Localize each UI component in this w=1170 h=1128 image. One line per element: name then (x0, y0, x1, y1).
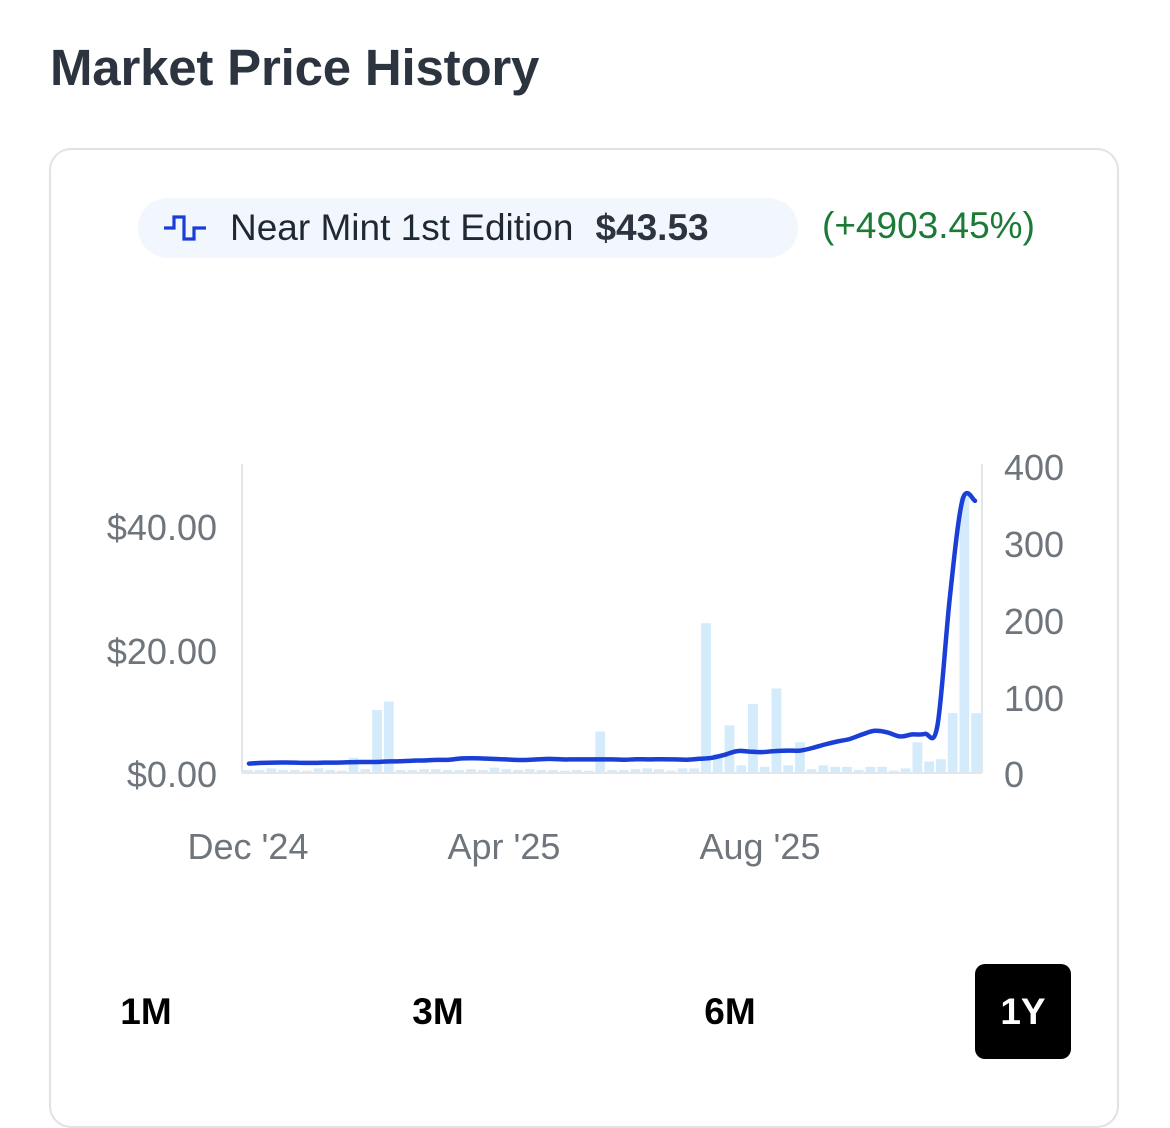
volume-bar (865, 766, 876, 773)
volume-bar (571, 769, 582, 773)
volume-bar (889, 770, 899, 773)
volume-bar (900, 768, 911, 773)
volume-bar (560, 770, 570, 773)
volume-bar (489, 767, 500, 773)
volume-bar (583, 770, 594, 773)
legend-percent-change: (+4903.45%) (822, 205, 1035, 246)
x-tick-label: Apr '25 (448, 826, 561, 867)
volume-bar (936, 759, 946, 773)
volume-bar (971, 713, 981, 773)
volume-bar (407, 769, 418, 773)
price-line (246, 490, 978, 766)
volume-bar (266, 768, 277, 773)
volume-bar (795, 742, 805, 773)
volume-bar (924, 761, 935, 773)
y-right-tick-label: 100 (1004, 678, 1064, 719)
volume-bar (712, 753, 723, 773)
x-tick-label: Aug '25 (700, 826, 821, 867)
volume-bar (842, 766, 852, 773)
volume-bar (513, 769, 523, 773)
volume-bar (912, 742, 923, 773)
volume-bar (677, 768, 688, 773)
volume-bar (595, 731, 606, 773)
legend-current-price: $43.53 (595, 207, 709, 248)
volume-bar (853, 769, 864, 773)
volume-bar (759, 766, 770, 773)
volume-bar (654, 769, 664, 773)
volume-bar (642, 768, 653, 773)
y-left-tick-label: $40.00 (107, 507, 217, 548)
range-button-1y[interactable]: 1Y (975, 964, 1071, 1059)
volume-bar (618, 769, 629, 773)
volume-bar (395, 769, 406, 773)
volume-bar (736, 765, 747, 773)
volume-bar (524, 769, 535, 773)
volume-bar (372, 710, 382, 773)
y-right-tick-label: 0 (1004, 754, 1024, 795)
y-right-tick-label: 200 (1004, 601, 1064, 642)
volume-bar (748, 703, 758, 773)
volume-bar (477, 769, 488, 773)
volume-bar (830, 766, 841, 773)
step-line-icon (162, 213, 208, 243)
volume-bar (665, 770, 676, 773)
volume-bar (501, 769, 512, 773)
volume-bar (243, 769, 253, 773)
volume-bar (301, 770, 312, 773)
volume-bar (724, 725, 735, 773)
volume-bar (348, 757, 359, 773)
volume-bar (442, 769, 453, 773)
price-history-card (49, 148, 1119, 1128)
range-button-1m[interactable]: 1M (96, 964, 196, 1059)
x-tick-label: Dec '24 (188, 826, 309, 867)
range-button-6m[interactable]: 6M (680, 964, 780, 1059)
volume-bar (701, 623, 711, 773)
volume-bar (430, 769, 441, 773)
volume-bar (689, 768, 700, 773)
page-title: Market Price History (50, 39, 540, 96)
volume-bar (466, 769, 476, 773)
y-left-tick-label: $20.00 (107, 631, 217, 672)
volume-bar (419, 769, 429, 773)
volume-bar (313, 768, 324, 773)
volume-bar (877, 766, 888, 773)
volume-bar (806, 769, 817, 773)
range-button-3m[interactable]: 3M (388, 964, 488, 1059)
y-left-tick-label: $0.00 (127, 754, 217, 795)
series-legend[interactable]: Near Mint 1st Edition $43.53 (138, 198, 798, 258)
volume-bar (454, 769, 465, 773)
y-right-tick-label: 300 (1004, 524, 1064, 565)
volume-bar (630, 769, 641, 773)
volume-bar (947, 713, 958, 773)
volume-bar (360, 769, 371, 773)
volume-bar (607, 769, 617, 773)
volume-bar (959, 496, 970, 773)
volume-bar (783, 765, 794, 773)
volume-bar (336, 770, 347, 773)
volume-bar (383, 701, 394, 773)
volume-bar (254, 769, 265, 773)
volume-bar (278, 769, 288, 773)
volume-bar (548, 769, 559, 773)
volume-bar (536, 769, 547, 773)
legend-series-name: Near Mint 1st Edition (230, 207, 574, 248)
volume-bar (289, 769, 300, 773)
volume-bar (818, 765, 829, 773)
y-right-tick-label: 400 (1004, 447, 1064, 488)
volume-bar (325, 769, 335, 773)
volume-bar (771, 688, 782, 773)
